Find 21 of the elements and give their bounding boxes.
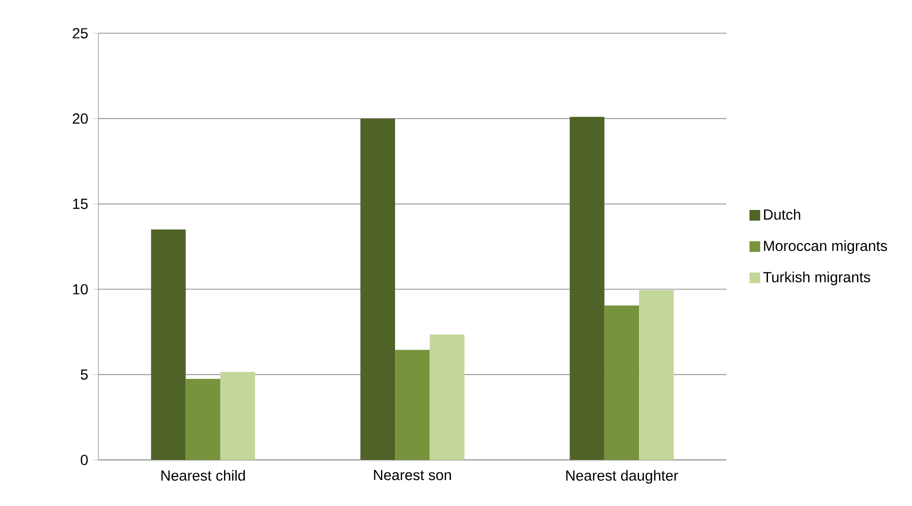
y-tick-label: 20 <box>72 113 88 124</box>
x-tick-label: Nearest daughter <box>566 470 678 484</box>
bar <box>151 230 186 460</box>
y-tick-label: 25 <box>72 28 88 38</box>
bar <box>395 350 430 460</box>
y-tick-label: 0 <box>80 454 88 466</box>
bar <box>220 372 256 460</box>
bar <box>430 334 464 460</box>
legend-label: Turkish migrants <box>763 272 870 286</box>
legend-label: Dutch <box>764 208 800 220</box>
y-tick-label: 5 <box>80 369 88 380</box>
bar <box>186 378 220 460</box>
y-tick-label: 15 <box>73 198 88 210</box>
bar <box>639 290 674 460</box>
bar <box>570 116 604 460</box>
y-tick-label: 10 <box>73 284 88 294</box>
bar <box>360 118 396 460</box>
legend-label: Moroccan migrants <box>764 240 887 254</box>
x-tick-label: Nearest son <box>374 470 451 480</box>
x-tick-label: Nearest child <box>161 470 245 481</box>
bar <box>604 305 640 460</box>
